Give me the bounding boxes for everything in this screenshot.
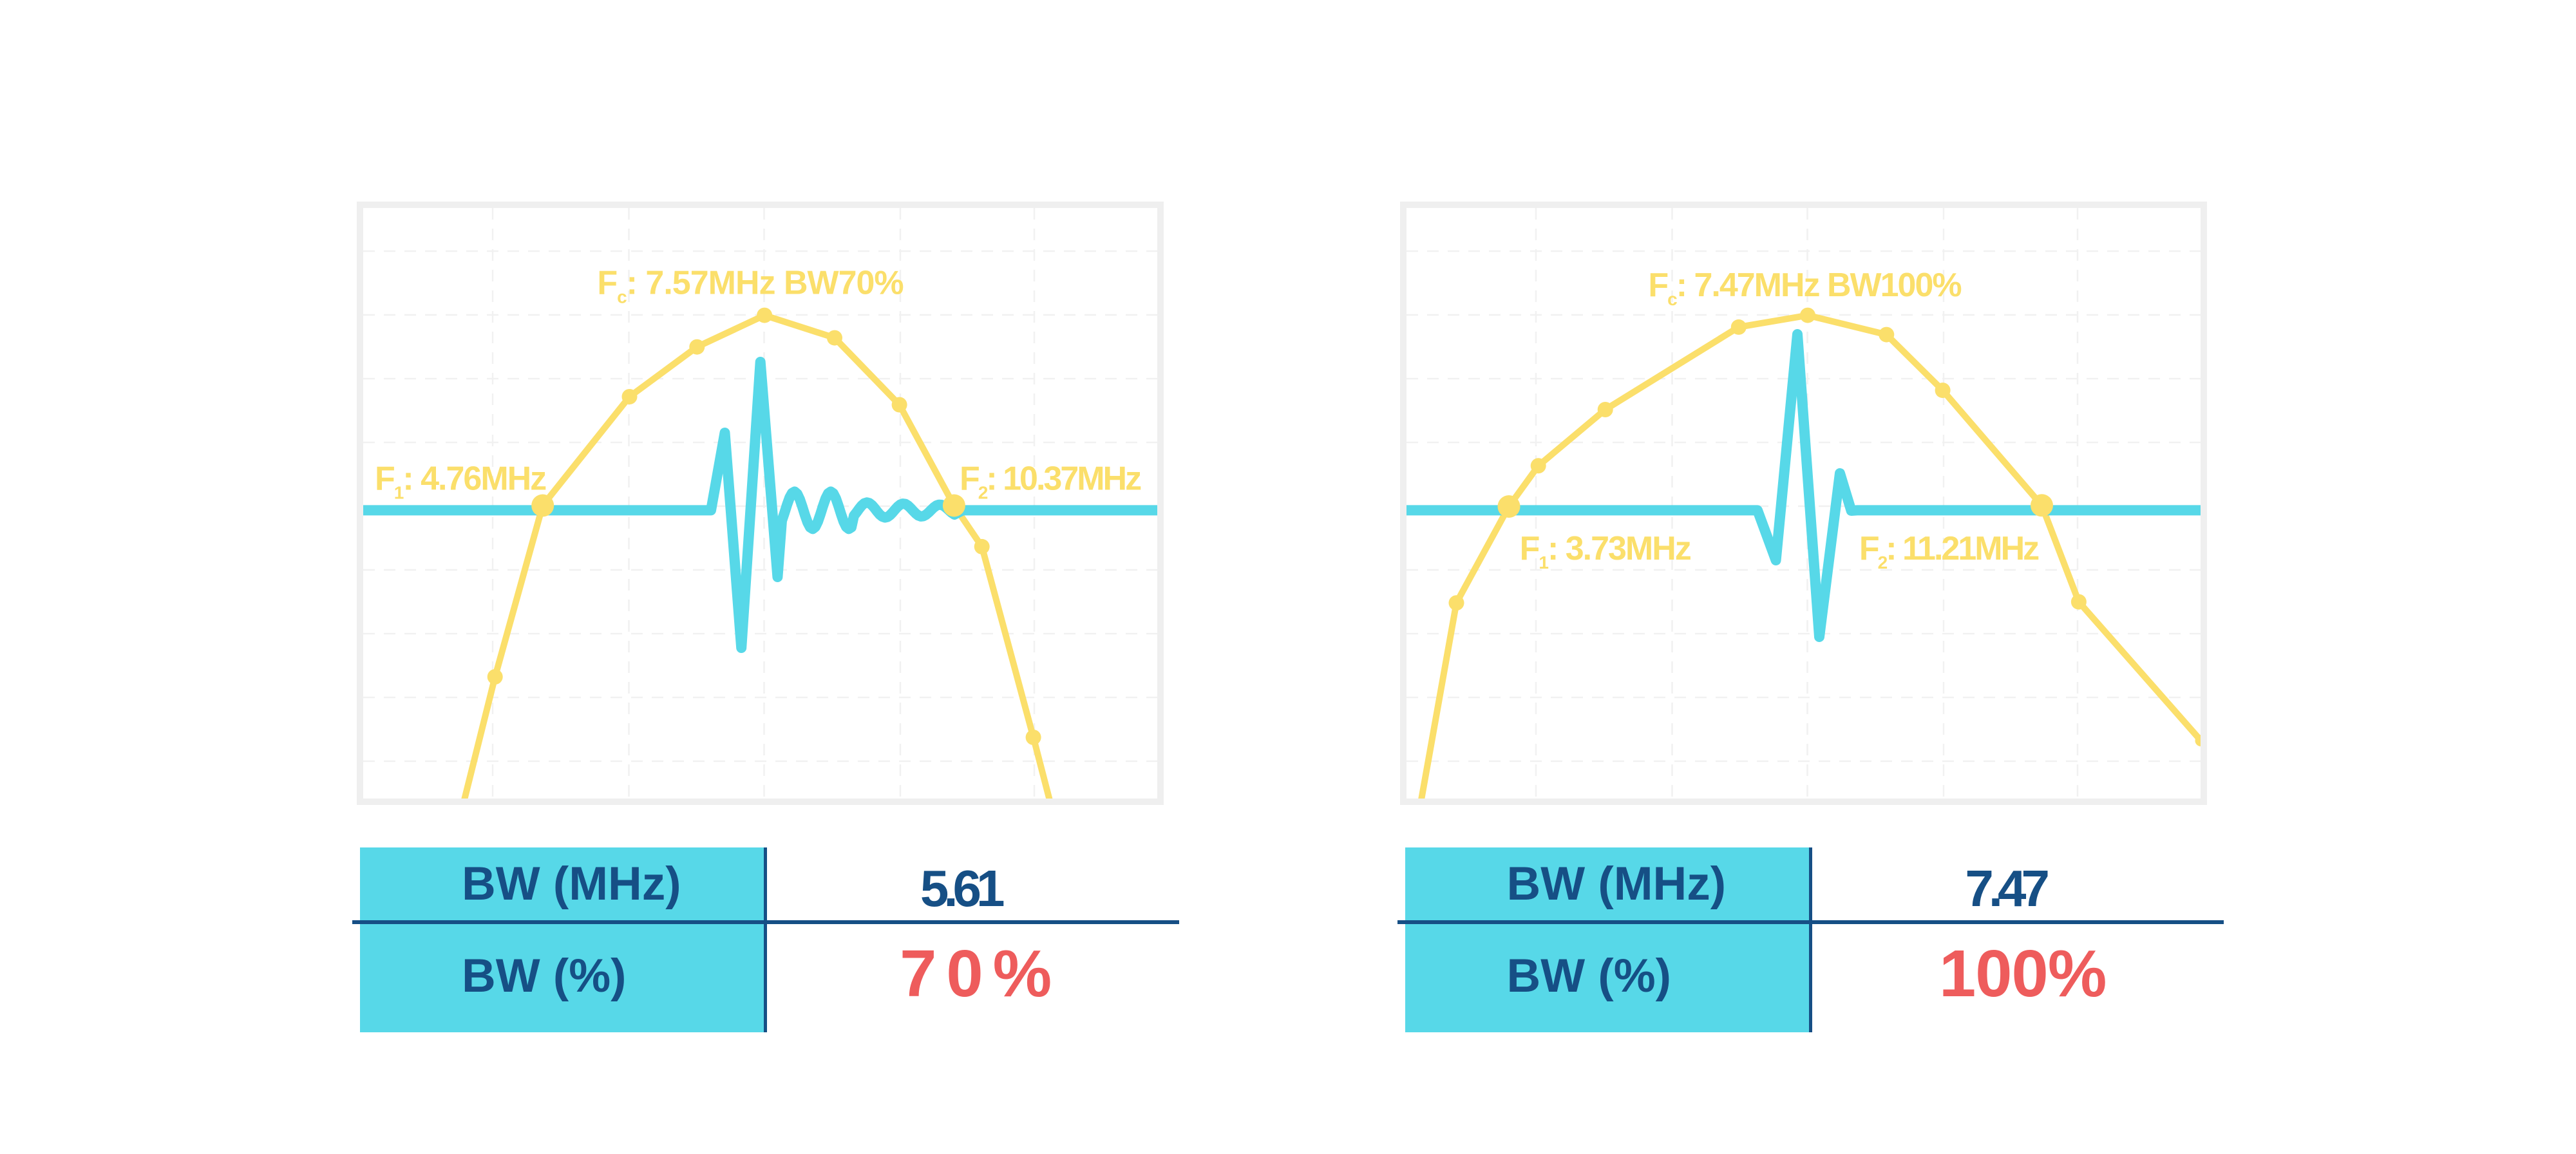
svg-text:F2: 11.21MHz: F2: 11.21MHz xyxy=(1859,530,2039,572)
svg-text:F1: 3.73MHz: F1: 3.73MHz xyxy=(1520,530,1691,572)
svg-text:F1: 4.76MHz: F1: 4.76MHz xyxy=(375,460,546,502)
svg-text:Fc: 7.47MHz BW100%: Fc: 7.47MHz BW100% xyxy=(1648,267,1961,309)
svg-text:F2: 10.37MHz: F2: 10.37MHz xyxy=(960,460,1141,502)
svg-text:Fc: 7.57MHz BW70%: Fc: 7.57MHz BW70% xyxy=(597,265,903,307)
